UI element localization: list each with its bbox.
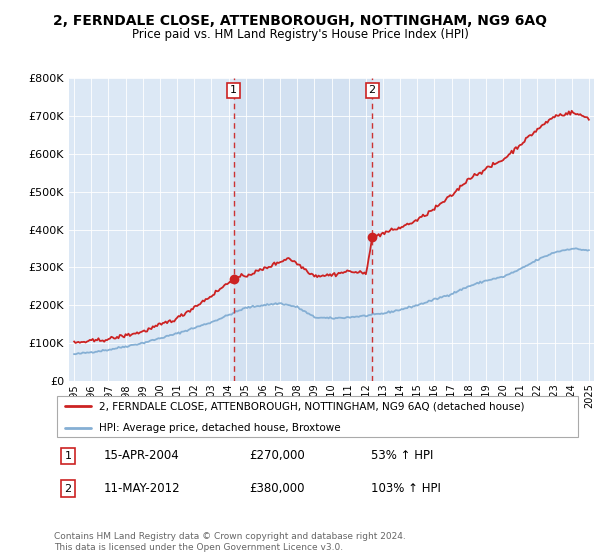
Text: 11-MAY-2012: 11-MAY-2012: [104, 482, 181, 495]
Text: 15-APR-2004: 15-APR-2004: [104, 450, 180, 463]
Text: 2, FERNDALE CLOSE, ATTENBOROUGH, NOTTINGHAM, NG9 6AQ: 2, FERNDALE CLOSE, ATTENBOROUGH, NOTTING…: [53, 14, 547, 28]
Text: 2: 2: [65, 484, 71, 493]
Text: Price paid vs. HM Land Registry's House Price Index (HPI): Price paid vs. HM Land Registry's House …: [131, 28, 469, 41]
Text: 53% ↑ HPI: 53% ↑ HPI: [371, 450, 433, 463]
Text: 1: 1: [230, 86, 237, 96]
Text: £270,000: £270,000: [250, 450, 305, 463]
Text: HPI: Average price, detached house, Broxtowe: HPI: Average price, detached house, Brox…: [99, 423, 341, 433]
Text: 1: 1: [65, 451, 71, 461]
Text: 2, FERNDALE CLOSE, ATTENBOROUGH, NOTTINGHAM, NG9 6AQ (detached house): 2, FERNDALE CLOSE, ATTENBOROUGH, NOTTING…: [99, 401, 524, 411]
Text: 2: 2: [368, 86, 376, 96]
FancyBboxPatch shape: [56, 396, 578, 437]
Text: £380,000: £380,000: [250, 482, 305, 495]
Text: 103% ↑ HPI: 103% ↑ HPI: [371, 482, 440, 495]
Text: Contains HM Land Registry data © Crown copyright and database right 2024.
This d: Contains HM Land Registry data © Crown c…: [54, 532, 406, 552]
Bar: [233, 78, 372, 381]
